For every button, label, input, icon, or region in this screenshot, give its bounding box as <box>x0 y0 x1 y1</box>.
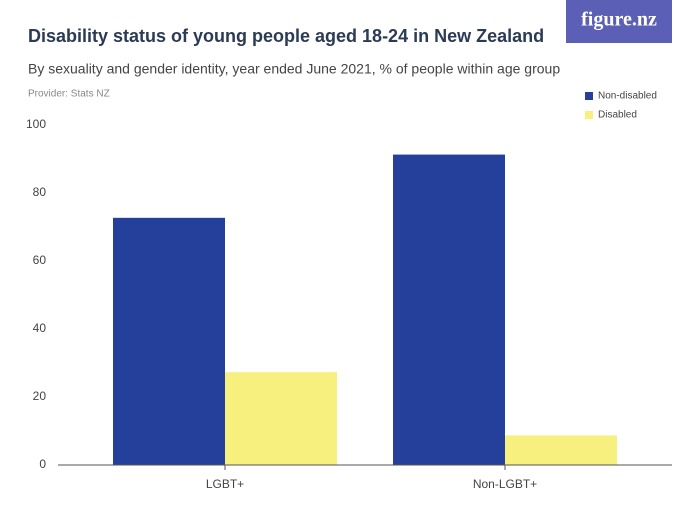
bar <box>505 435 617 465</box>
legend-label: Disabled <box>598 110 637 121</box>
y-tick-label: 0 <box>39 457 46 471</box>
x-tick-label: Non-LGBT+ <box>473 477 537 491</box>
legend-label: Non-disabled <box>598 91 657 102</box>
y-tick-label: 80 <box>33 185 47 199</box>
logo[interactable]: figure.nz <box>581 9 657 31</box>
legend-swatch <box>585 111 593 119</box>
chart-subtitle: By sexuality and gender identity, year e… <box>28 61 560 77</box>
logo-background <box>566 0 672 43</box>
bar <box>393 154 505 465</box>
y-tick-label: 100 <box>26 117 46 131</box>
provider: Provider: Stats NZ <box>28 89 110 100</box>
y-tick-label: 20 <box>33 389 47 403</box>
y-tick-label: 60 <box>33 253 47 267</box>
x-tick-label: LGBT+ <box>206 477 244 491</box>
legend-swatch <box>585 92 593 100</box>
bar <box>225 372 337 465</box>
y-tick-label: 40 <box>33 321 47 335</box>
chart-title: Disability status of young people aged 1… <box>28 26 544 46</box>
bar <box>113 217 225 465</box>
